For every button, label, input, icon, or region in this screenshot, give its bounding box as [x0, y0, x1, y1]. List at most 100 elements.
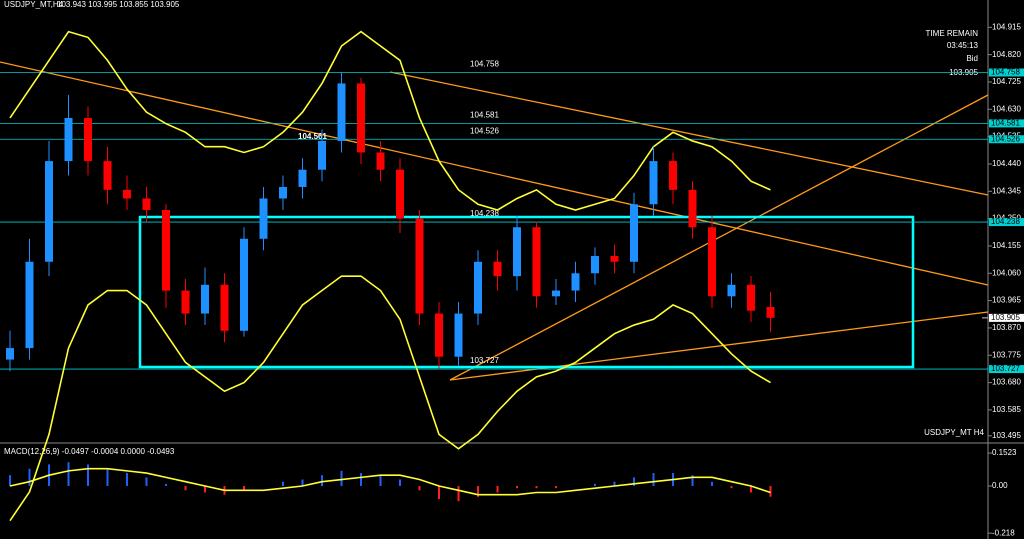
y-tick-label: 104.820 — [992, 50, 1021, 59]
info: TIME REMAIN — [926, 29, 979, 38]
y-tick-label: 104.060 — [992, 268, 1021, 277]
macd-bar — [516, 486, 518, 489]
macd-bar — [282, 481, 284, 487]
macd-bar — [555, 486, 557, 489]
candle-body — [201, 284, 209, 314]
candle-body — [240, 238, 248, 331]
macd-title: MACD(12,26,9) -0.0497 -0.0004 0.0000 -0.… — [4, 447, 175, 456]
candle-body — [493, 261, 502, 277]
level-label: 104.581 — [470, 111, 499, 120]
y-tick-label: 103.495 — [992, 431, 1021, 440]
macd-bar — [301, 479, 304, 487]
candle-body — [435, 313, 443, 357]
symbol: USDJPY_MT,H4 — [4, 0, 64, 9]
macd-bar — [321, 475, 323, 487]
candle-body — [25, 261, 34, 349]
macd-bar — [477, 486, 479, 497]
macd-bar — [633, 477, 635, 487]
candle-body — [220, 284, 229, 331]
candle-body — [747, 284, 755, 311]
macd-bar — [145, 477, 148, 487]
candle-body — [142, 198, 151, 210]
y-tick-label: 103.965 — [992, 296, 1021, 305]
macd-bar — [652, 473, 655, 487]
candle-body — [532, 227, 541, 297]
bid-tag-label: 103.905 — [991, 313, 1020, 322]
candle-body — [649, 161, 658, 205]
candle-body — [513, 227, 521, 277]
y-tick-label: 104.915 — [992, 22, 1021, 31]
y-tick-label: 104.345 — [992, 186, 1021, 195]
candle-body — [298, 169, 307, 187]
y-tick-label: 103.585 — [992, 405, 1021, 414]
level-tag — [989, 135, 1024, 144]
bid-tag — [989, 313, 1024, 322]
info: 03:45:13 — [947, 41, 979, 50]
candle-body — [259, 198, 268, 239]
macd-bar — [457, 486, 460, 502]
candle-body — [688, 189, 697, 228]
info: Bid — [966, 54, 978, 63]
level-tag-label: 104.238 — [991, 217, 1020, 226]
y-tick-label: 104.440 — [992, 159, 1021, 168]
candle-body — [318, 140, 326, 170]
macd-bar — [769, 486, 772, 497]
candle-body — [474, 261, 482, 314]
macd-bar — [360, 473, 362, 487]
macd-bar — [691, 475, 694, 487]
macd-bar — [243, 486, 245, 491]
candle-body — [64, 117, 73, 162]
y-tick-label: -0.218 — [992, 528, 1015, 537]
candle-body — [591, 256, 599, 274]
trendline — [449, 311, 989, 381]
level-tag — [989, 218, 1024, 227]
candle-body — [669, 161, 677, 190]
macd-bar — [730, 486, 733, 489]
candle-body — [279, 186, 287, 199]
macd-bar — [340, 470, 343, 487]
macd-bar — [399, 479, 401, 487]
macd-bar — [613, 481, 616, 487]
y-tick-label: 103.680 — [992, 378, 1021, 387]
level-label: 103.727 — [470, 356, 499, 365]
level-label: 104.526 — [470, 126, 499, 135]
level-tag — [989, 119, 1024, 128]
candle-body — [630, 204, 638, 262]
macd-bar — [438, 486, 440, 499]
macd-bar — [165, 483, 167, 487]
level-tag-label: 104.758 — [991, 68, 1020, 77]
y-tick-label: 104.155 — [992, 241, 1021, 250]
y-tick-label: 104.630 — [992, 104, 1021, 113]
macd-bar — [379, 475, 382, 487]
trendline — [0, 61, 989, 286]
candle-body — [415, 218, 424, 314]
level-label: 104.758 — [470, 60, 499, 69]
macd-bar — [67, 462, 70, 487]
candle-body — [84, 117, 92, 162]
macd-signal — [9, 467, 771, 496]
macd-bar — [204, 486, 206, 493]
y-tick-label: 104.725 — [992, 77, 1021, 86]
level-tag — [989, 365, 1024, 374]
candle-body — [376, 152, 385, 170]
candle-body — [454, 313, 463, 357]
candle-body — [337, 83, 346, 141]
candle-body — [708, 227, 716, 297]
macd-bar — [750, 486, 752, 493]
level-tag-label: 103.727 — [991, 364, 1020, 373]
candle-body — [162, 209, 170, 291]
candle-body — [571, 273, 580, 291]
y-tick-label: 103.775 — [992, 350, 1021, 359]
candle-body — [357, 83, 365, 153]
annotation: 104.561 — [298, 132, 327, 141]
trendlines — [0, 61, 989, 381]
macd-bar — [496, 486, 499, 493]
candle-body — [396, 169, 404, 219]
candle-body — [181, 290, 190, 314]
macd-bar — [535, 486, 538, 489]
candle-body — [610, 256, 619, 262]
y-tick-label: 0.1523 — [992, 448, 1017, 457]
trendline — [449, 94, 989, 381]
band-lower — [9, 275, 771, 522]
